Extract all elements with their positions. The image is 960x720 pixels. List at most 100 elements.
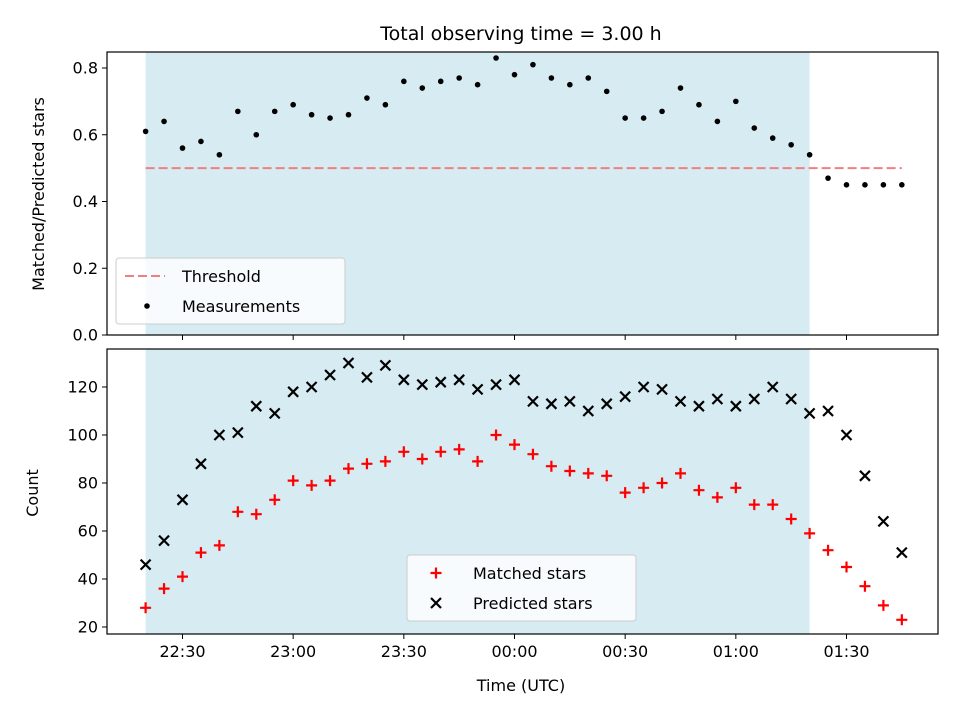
predicted-star-point xyxy=(250,400,263,412)
measurement-point xyxy=(603,88,610,95)
predicted-star-point xyxy=(287,386,299,398)
measurement-point xyxy=(751,125,758,131)
predicted-star-point xyxy=(213,429,226,441)
x-tick-label: 01:30 xyxy=(823,642,869,661)
measurement-point xyxy=(179,145,186,151)
matched-star-point xyxy=(896,614,908,626)
legend-box xyxy=(406,554,637,622)
matched-star-point xyxy=(822,544,834,556)
matched-star-point xyxy=(379,455,391,467)
x-tick-label: 01:00 xyxy=(713,642,759,661)
matched-star-point xyxy=(177,571,188,583)
axes-frame xyxy=(106,348,939,635)
y-tick-label: 0.4 xyxy=(73,192,98,211)
matched-star-point xyxy=(361,458,373,470)
predicted-star-point xyxy=(840,429,853,441)
predicted-star-point xyxy=(453,374,465,386)
chart-title: Total observing time = 3.00 h xyxy=(379,23,661,45)
measurement-point xyxy=(271,108,278,115)
measurement-point xyxy=(714,118,721,125)
measurement-point xyxy=(769,135,776,141)
predicted-star-point xyxy=(693,400,705,412)
predicted-star-point xyxy=(766,381,779,393)
y-axis-label-ratio: Matched/Predicted stars xyxy=(29,97,48,291)
predicted-star-point xyxy=(674,395,687,408)
predicted-star-point xyxy=(564,395,576,408)
measurement-point xyxy=(419,85,426,91)
measurement-point xyxy=(548,75,555,81)
predicted-star-point xyxy=(859,470,871,482)
y-tick-label: 0.2 xyxy=(73,259,98,278)
predicted-star-point xyxy=(416,378,429,391)
predicted-star-point xyxy=(619,390,631,403)
predicted-star-point xyxy=(545,398,558,410)
measurement-point xyxy=(825,175,831,181)
x-tick-label: 00:00 xyxy=(491,642,537,661)
predicted-star-point xyxy=(748,393,761,405)
x-axis-label: Time (UTC) xyxy=(476,676,565,695)
predicted-star-point xyxy=(379,359,392,372)
matched-star-point xyxy=(232,506,244,518)
measurement-point xyxy=(677,85,684,91)
predicted-star-point xyxy=(803,407,816,420)
measurement-point xyxy=(327,115,333,121)
matched-star-point xyxy=(730,482,742,494)
predicted-star-point xyxy=(268,407,281,420)
predicted-star-point xyxy=(822,405,834,417)
y-tick-label: 0.0 xyxy=(73,326,98,345)
measurement-point xyxy=(530,61,536,68)
measurement-point xyxy=(364,95,370,101)
matched-star-point xyxy=(545,460,557,472)
predicted-star-point xyxy=(361,371,373,384)
measurement-point xyxy=(659,108,665,115)
legend: Threshold Measurements xyxy=(115,257,346,325)
predicted-star-point xyxy=(195,458,207,470)
y-tick-label: 0.6 xyxy=(73,125,98,144)
matched-star-point xyxy=(287,475,299,487)
predicted-star-point xyxy=(785,393,797,405)
predicted-star-point xyxy=(434,376,447,388)
matched-star-point xyxy=(656,477,668,489)
measurement-point xyxy=(843,182,850,188)
measurement-point xyxy=(437,78,444,85)
y-axis-label-count: Count xyxy=(23,469,42,517)
legend-predicted-label: Predicted stars xyxy=(473,594,593,613)
matched-star-point xyxy=(582,467,594,479)
measurement-point xyxy=(567,81,573,88)
predicted-star-point xyxy=(324,369,336,381)
measurement-point xyxy=(493,55,499,61)
x-tick-label: 23:30 xyxy=(381,642,427,661)
measurement-point xyxy=(308,111,315,118)
matched-star-point xyxy=(638,482,650,494)
y-tick-label: 120 xyxy=(67,378,98,397)
matched-star-point xyxy=(490,429,502,441)
predicted-star-point xyxy=(471,383,484,396)
legend-measurements-label: Measurements xyxy=(182,297,300,316)
legend-matched-swatch xyxy=(430,567,442,579)
matched-star-point xyxy=(675,467,686,479)
matched-star-point xyxy=(324,475,336,487)
legend: Matched stars Predicted stars xyxy=(406,554,637,622)
matched-star-point xyxy=(213,539,225,551)
matched-star-point xyxy=(711,491,723,503)
matched-star-point xyxy=(435,446,447,458)
matched-star-point xyxy=(527,448,539,460)
matched-star-point xyxy=(343,463,354,475)
matched-star-point xyxy=(564,465,576,477)
y-tick-label: 60 xyxy=(78,522,98,541)
matched-star-point xyxy=(748,499,760,511)
measurement-point xyxy=(456,75,462,81)
predicted-star-point xyxy=(490,378,502,391)
matched-star-point xyxy=(601,470,613,482)
ratio-panel: Total observing time = 3.00 h Matched/Pr… xyxy=(29,23,939,345)
matched-star-point xyxy=(195,547,207,559)
measurement-point xyxy=(733,98,739,105)
measurement-point xyxy=(235,108,241,115)
measurement-point xyxy=(585,75,592,81)
matched-star-point xyxy=(140,602,152,614)
y-tick-label: 20 xyxy=(78,618,98,637)
measurement-point xyxy=(880,182,887,188)
matched-star-point xyxy=(877,599,889,611)
matched-star-point xyxy=(693,484,705,496)
